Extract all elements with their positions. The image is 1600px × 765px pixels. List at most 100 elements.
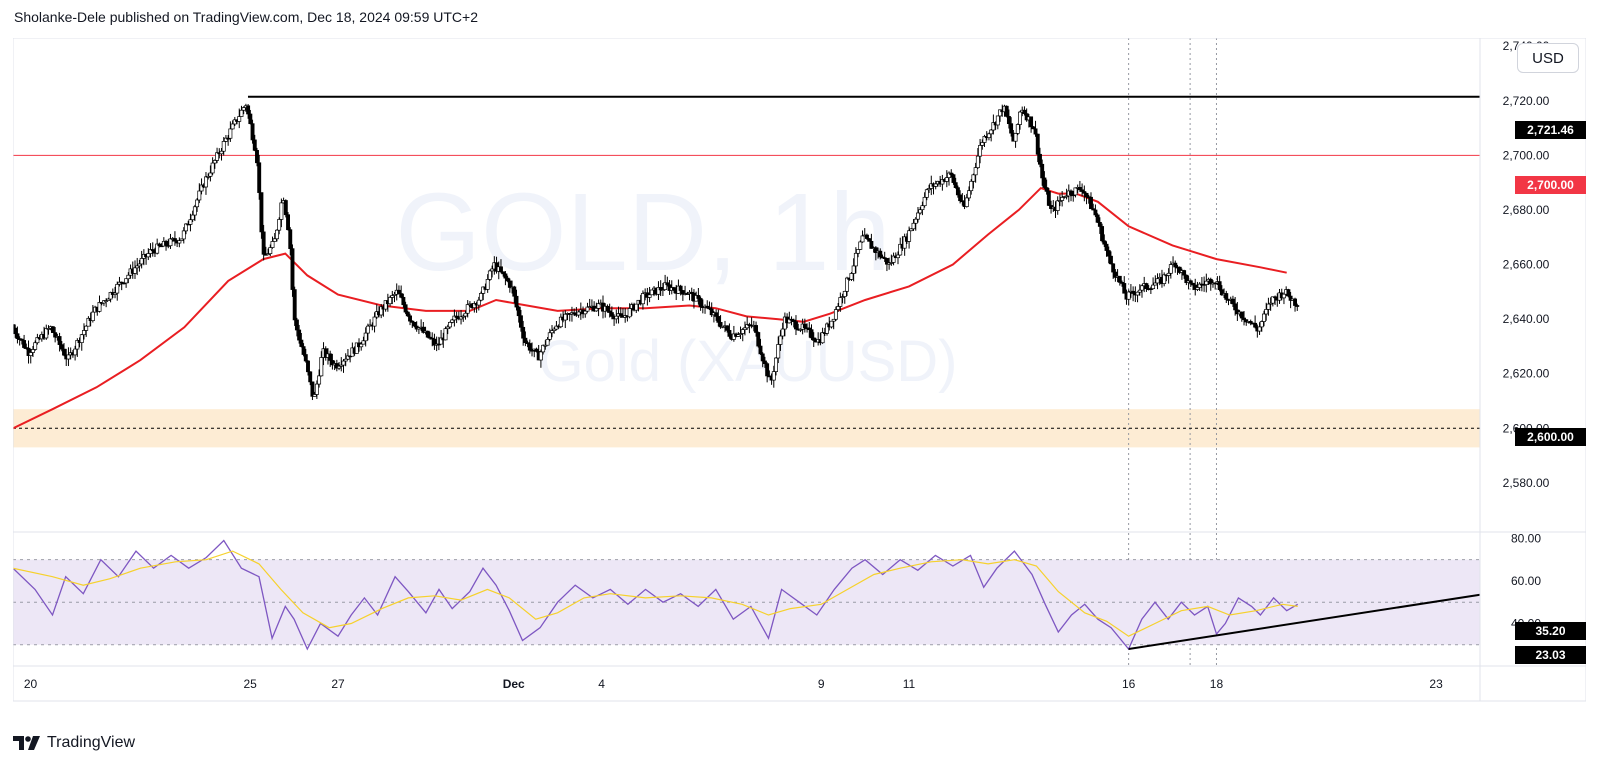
time-tick-label: 23 [1429, 677, 1443, 691]
candle-body [1122, 283, 1127, 294]
candle-body [1239, 311, 1244, 319]
candle-body [228, 128, 233, 139]
candle-body [57, 336, 62, 345]
candle-body [576, 311, 581, 316]
candle-body [22, 340, 27, 348]
candle-body [1033, 128, 1038, 135]
candle-body [212, 160, 217, 164]
candle-body [450, 319, 455, 323]
candle-body [15, 333, 20, 339]
candle-body [967, 190, 971, 199]
candle-body [1153, 282, 1158, 286]
candle-body [179, 238, 184, 241]
candle-body [1195, 287, 1200, 290]
candle-body [609, 312, 614, 317]
rsi-label-35: 35.20 [1515, 622, 1586, 640]
symbol-watermark: GOLD, 1h Gold (XAUUSD) [395, 171, 957, 394]
candle-body [918, 209, 923, 214]
candle-body [975, 155, 980, 169]
candle-body [833, 309, 838, 320]
candle-body [851, 265, 856, 274]
chart-svg[interactable]: GOLD, 1h Gold (XAUUSD) 2,580.00 2,600.00 2… [13, 38, 1586, 718]
tradingview-brand: TradingView [47, 734, 136, 751]
time-tick-label: 9 [818, 677, 825, 691]
candle-body [28, 352, 33, 356]
candle-body [1035, 133, 1040, 155]
candle-body [168, 238, 173, 247]
candle-body [272, 238, 277, 242]
candle-body [1077, 187, 1082, 191]
rsi-trendline [1128, 593, 1481, 650]
candle-body [299, 339, 304, 347]
candle-body [86, 317, 91, 327]
candle-body [206, 176, 211, 178]
candle-body [518, 315, 523, 328]
candle-body [97, 302, 102, 312]
candle-body [1042, 177, 1047, 188]
candle-body [255, 150, 259, 164]
candle-body [1253, 322, 1258, 328]
candle-body [989, 129, 994, 135]
candle-body [232, 119, 237, 125]
candle-body [1038, 153, 1042, 165]
price-tick-label: 2,620.00 [1503, 367, 1550, 381]
candle-body [219, 150, 224, 155]
tradingview-logo[interactable]: TradingView [13, 732, 135, 754]
candle-body [964, 197, 969, 207]
candle-body [339, 364, 344, 367]
candle-body [845, 277, 849, 292]
candle-body [177, 240, 182, 244]
candle-body [461, 315, 466, 318]
candle-body [891, 255, 896, 263]
candle-body [840, 296, 845, 298]
candle-body [1100, 226, 1105, 242]
candle-body [1288, 295, 1293, 301]
candle-body [727, 330, 732, 337]
candle-body [991, 122, 996, 131]
candle-body [1091, 208, 1096, 211]
candle-body [842, 290, 847, 297]
candle-body [1184, 274, 1189, 284]
price-tick-label: 2,580.00 [1503, 476, 1550, 490]
candle-body [288, 229, 293, 249]
candle-body [1177, 266, 1182, 273]
candle-body [223, 137, 228, 142]
chart-frame[interactable]: GOLD, 1h Gold (XAUUSD) 2,580.00 2,600.00 2… [13, 38, 1586, 718]
candle-body [660, 289, 665, 291]
candle-body [909, 228, 914, 232]
candle-body [534, 348, 539, 352]
candle-body [774, 357, 778, 372]
candle-body [758, 345, 763, 355]
candle-body [53, 332, 58, 338]
candle-body [1151, 284, 1156, 290]
time-tick-label: 16 [1122, 677, 1136, 691]
candle-body [1137, 289, 1142, 293]
candle-body [472, 303, 477, 309]
candle-body [838, 297, 843, 307]
candle-body [856, 249, 861, 254]
candle-body [969, 180, 974, 192]
candle-body [762, 360, 767, 365]
candle-body [1057, 200, 1062, 202]
time-tick-label: 20 [24, 677, 38, 691]
rsi-tick-label: 80.00 [1511, 531, 1541, 545]
candle-body [1259, 321, 1264, 328]
candle-body [947, 172, 951, 178]
candle-body [82, 330, 86, 336]
candle-body [1224, 293, 1229, 300]
candle-body [1004, 105, 1009, 117]
candle-body [146, 253, 151, 258]
candle-body [1097, 222, 1102, 227]
candle-body [405, 311, 410, 317]
candle-body [408, 315, 412, 322]
currency-button[interactable]: USD [1517, 43, 1579, 73]
candle-body [1286, 289, 1291, 297]
candle-body [1208, 278, 1213, 285]
candle-body [1080, 189, 1085, 192]
candle-body [858, 241, 863, 250]
candle-body [1131, 290, 1136, 294]
candle-body [126, 274, 131, 280]
candle-body [791, 319, 796, 322]
candle-body [1233, 303, 1238, 311]
candle-body [607, 310, 612, 313]
